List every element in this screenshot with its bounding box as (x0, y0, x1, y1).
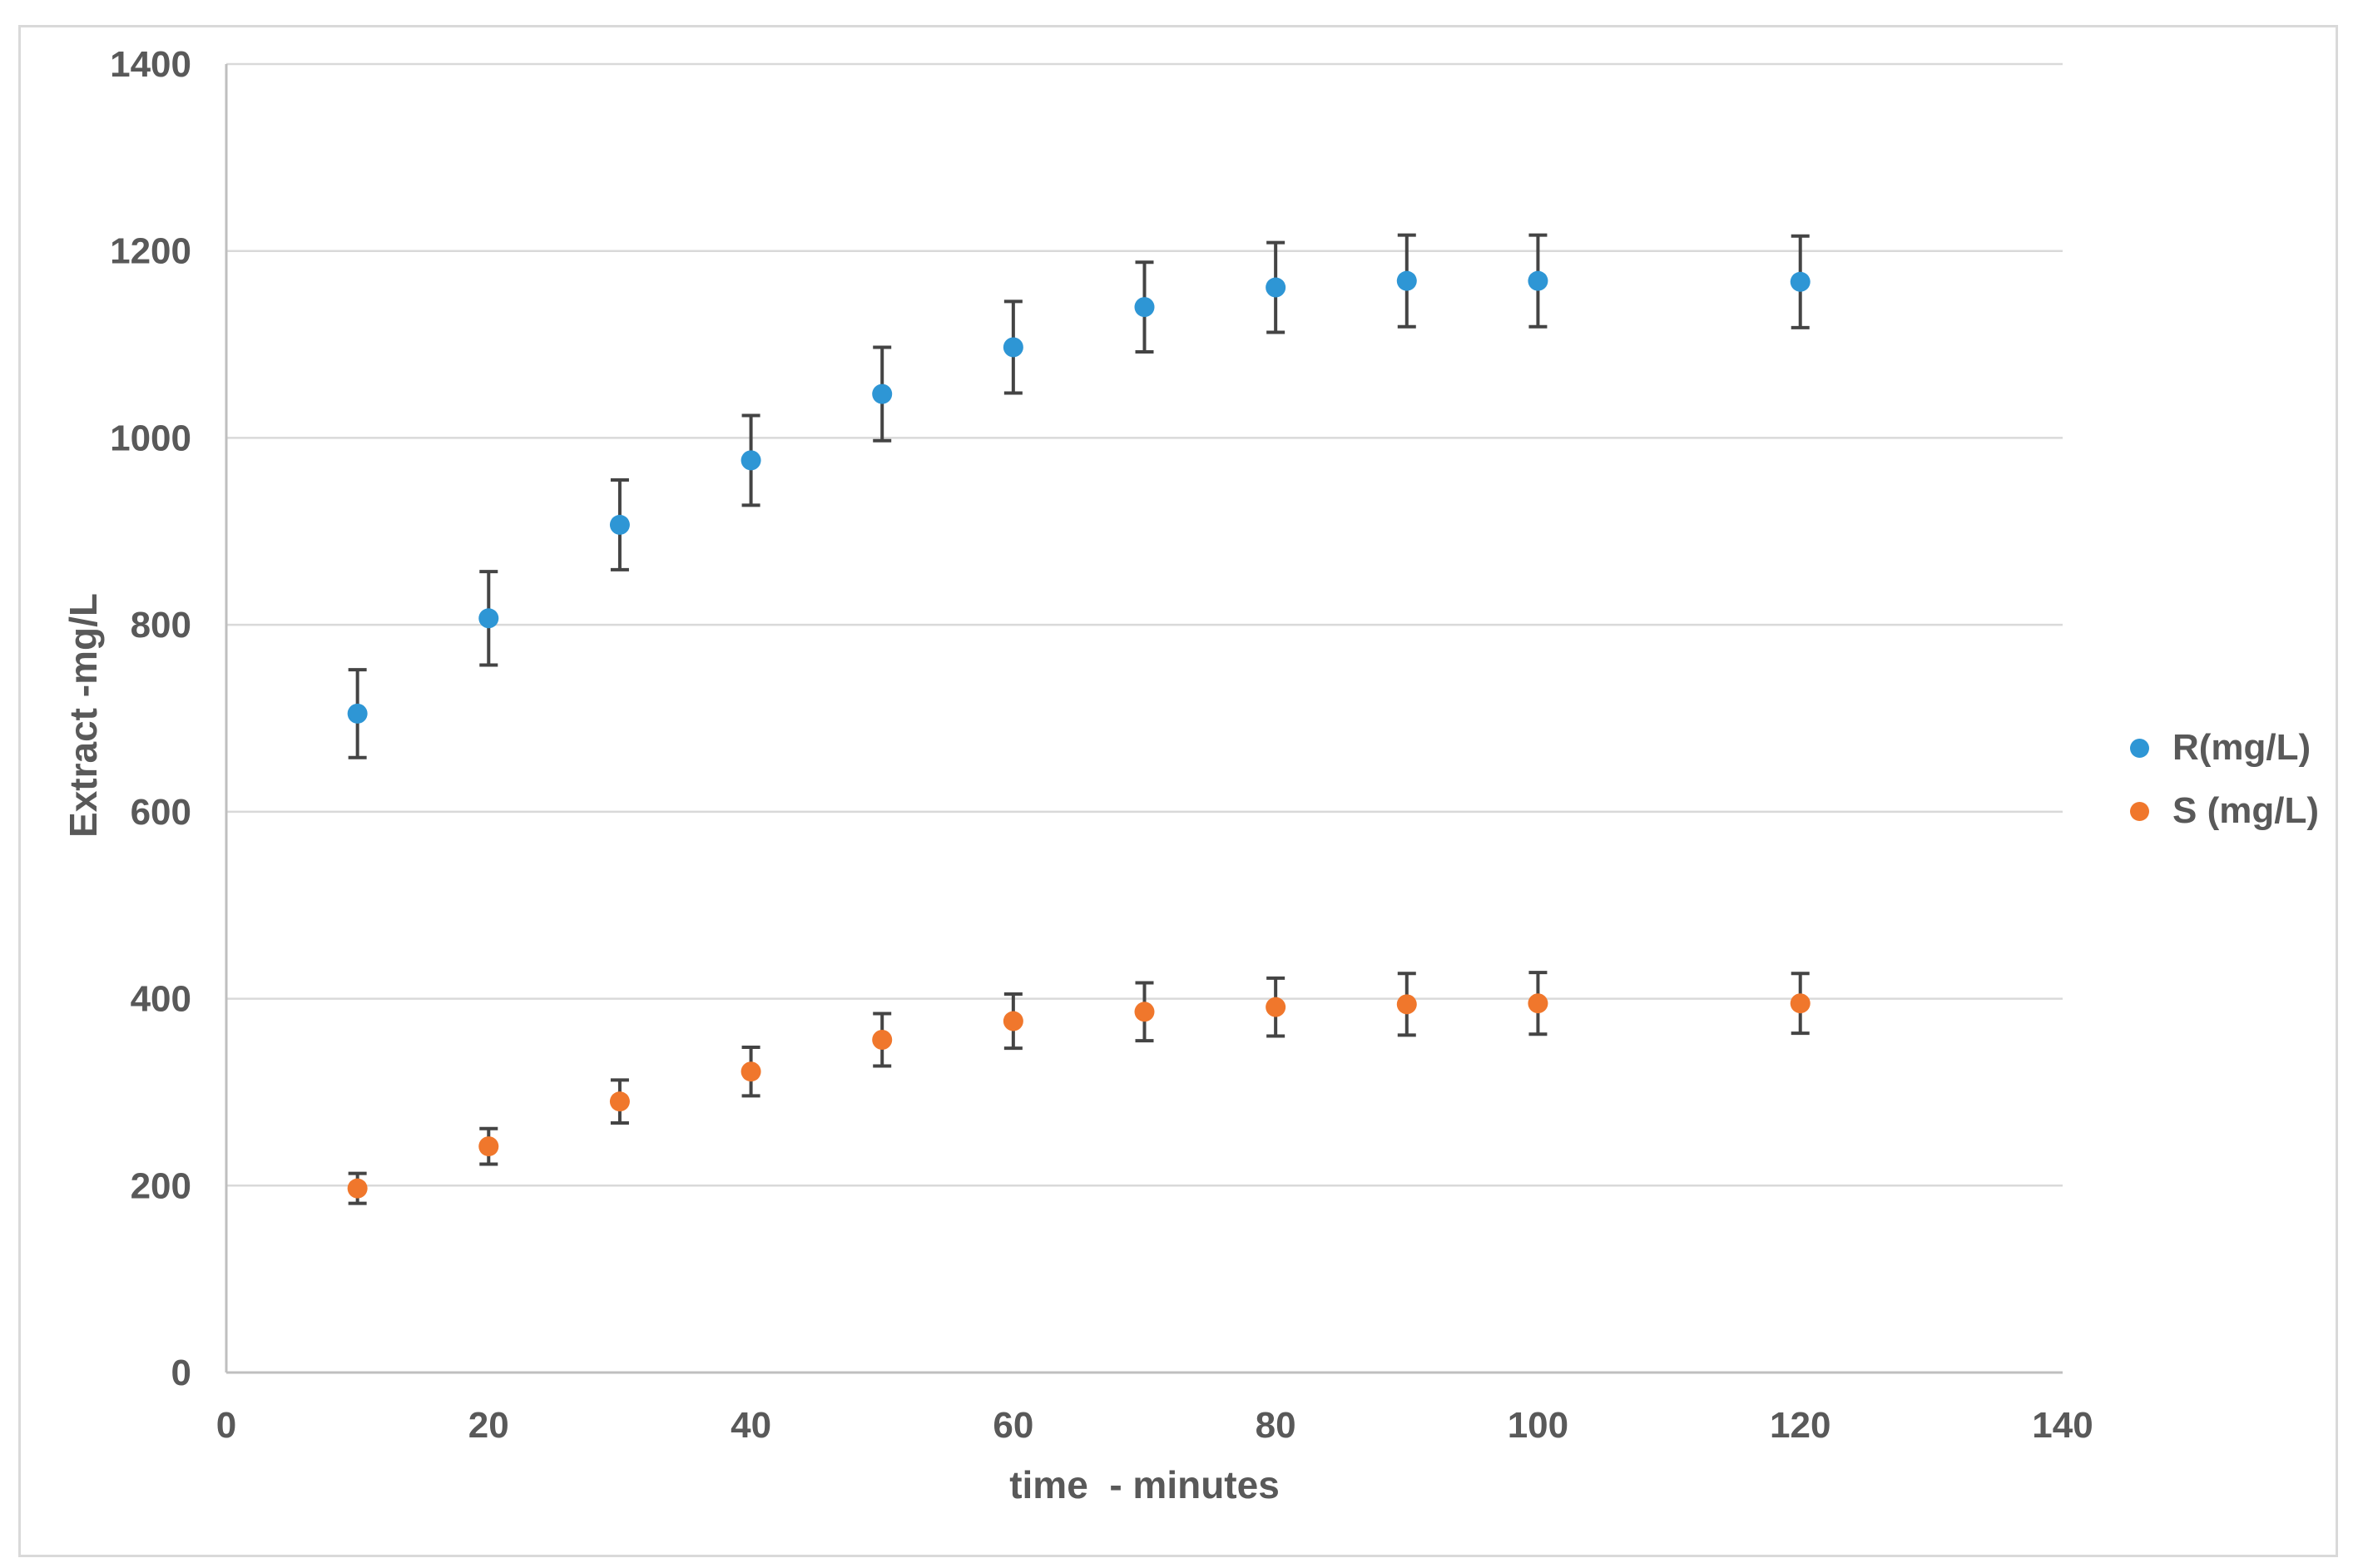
y-tick-label: 0 (171, 1353, 191, 1393)
data-point-r (1003, 337, 1023, 358)
data-point-r (741, 450, 761, 471)
data-point-r (1528, 270, 1548, 291)
data-point-r (1266, 277, 1286, 298)
data-point-s (1134, 1002, 1155, 1022)
x-tick-label: 80 (1256, 1405, 1296, 1446)
legend-item-s: S (mg/L) (2130, 790, 2319, 832)
data-point-s (872, 1030, 893, 1051)
y-tick-label: 800 (131, 605, 191, 646)
x-tick-label: 20 (468, 1405, 509, 1446)
x-tick-label: 0 (216, 1405, 236, 1446)
data-point-r (609, 514, 630, 535)
data-point-s (1396, 994, 1417, 1015)
data-point-r (872, 383, 893, 404)
data-point-s (1003, 1011, 1023, 1031)
data-point-r (478, 608, 499, 629)
y-tick-label: 400 (131, 979, 191, 1020)
x-tick-label: 60 (993, 1405, 1033, 1446)
legend-marker-r-icon (2130, 738, 2149, 758)
data-point-s (478, 1136, 499, 1157)
data-point-s (609, 1091, 630, 1112)
legend-label-r: R(mg/L) (2172, 727, 2311, 768)
data-point-s (1790, 993, 1811, 1014)
x-axis-title: time - minutes (1009, 1463, 1280, 1506)
x-tick-label: 100 (1508, 1405, 1568, 1446)
legend: R(mg/L) S (mg/L) (2130, 0, 2363, 1564)
legend-label-s: S (mg/L) (2172, 790, 2319, 831)
data-point-s (347, 1178, 368, 1199)
data-point-r (1790, 271, 1811, 292)
data-point-r (1396, 270, 1417, 291)
legend-marker-s-icon (2130, 801, 2149, 821)
data-point-s (1528, 993, 1548, 1014)
y-tick-label: 200 (131, 1165, 191, 1206)
y-axis-title: Extract -mg/L (62, 593, 105, 838)
x-tick-label: 140 (2032, 1405, 2093, 1446)
x-tick-label: 120 (1770, 1405, 1830, 1446)
y-tick-label: 1400 (110, 44, 191, 85)
y-tick-label: 600 (131, 792, 191, 833)
chart-border (18, 25, 2338, 1557)
data-point-s (1266, 997, 1286, 1017)
data-point-s (741, 1061, 761, 1082)
y-tick-label: 1000 (110, 418, 191, 458)
legend-item-r: R(mg/L) (2130, 727, 2311, 769)
x-tick-label: 40 (731, 1405, 771, 1446)
data-point-r (347, 703, 368, 724)
data-point-r (1134, 297, 1155, 318)
y-tick-label: 1200 (110, 231, 191, 272)
